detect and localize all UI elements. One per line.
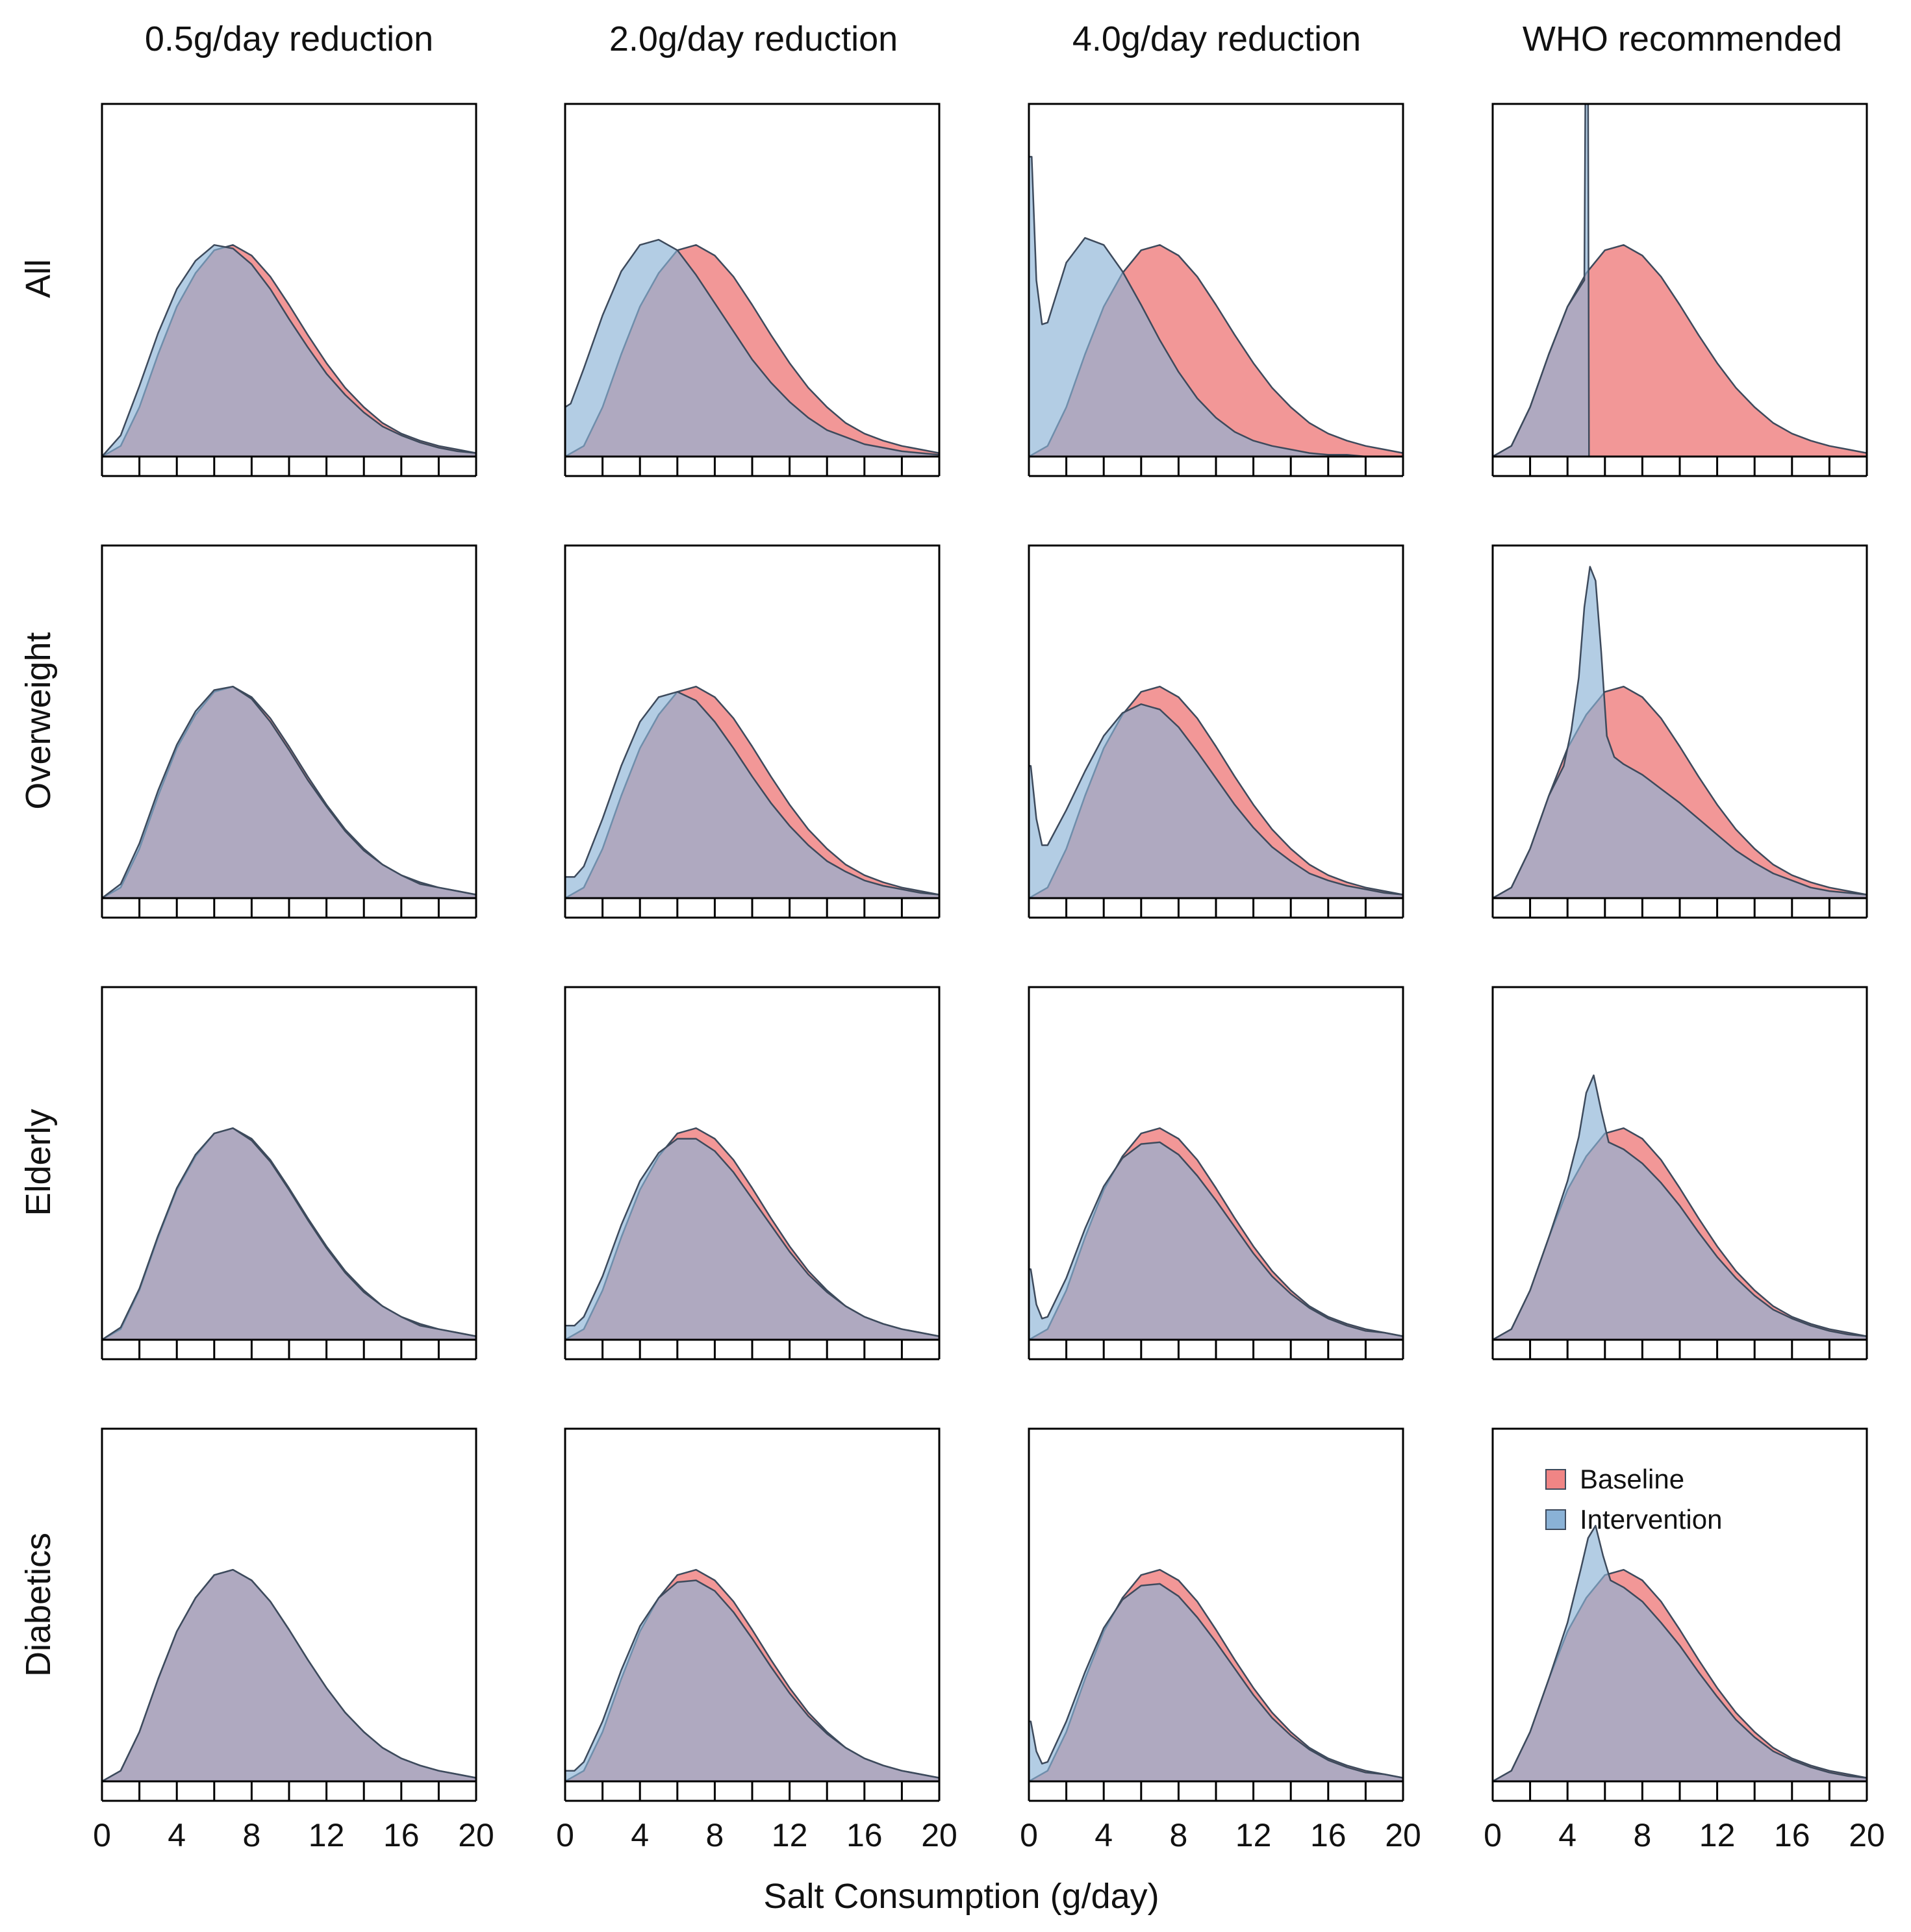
row-label-0: All bbox=[19, 259, 58, 298]
x-tick-label: 8 bbox=[705, 1817, 724, 1853]
panel-r1-c3 bbox=[1491, 544, 1868, 919]
intervention-density bbox=[102, 685, 476, 898]
panel-grid bbox=[101, 103, 1868, 1802]
panel-r3-c3 bbox=[1491, 1427, 1868, 1802]
panel-r2-c0 bbox=[101, 986, 477, 1361]
x-tick-label: 4 bbox=[1558, 1817, 1576, 1853]
x-tick-label: 20 bbox=[1849, 1817, 1885, 1853]
row-label-1: Overweight bbox=[19, 632, 58, 809]
x-tick-label: 8 bbox=[1633, 1817, 1651, 1853]
x-tick-label: 12 bbox=[309, 1817, 345, 1853]
column-title-2: 4.0g/day reduction bbox=[1072, 19, 1361, 58]
intervention-density bbox=[1493, 566, 1867, 898]
intervention-density bbox=[1493, 104, 1867, 457]
panel-r0-c1 bbox=[564, 103, 941, 477]
intervention-density bbox=[102, 1127, 476, 1340]
panel-r0-c0 bbox=[101, 103, 477, 477]
x-tick-label: 16 bbox=[846, 1817, 883, 1853]
column-title-1: 2.0g/day reduction bbox=[609, 19, 898, 58]
x-axis-label: Salt Consumption (g/day) bbox=[763, 1877, 1159, 1916]
x-tick-label: 0 bbox=[1484, 1817, 1502, 1853]
intervention-density bbox=[102, 1568, 476, 1781]
intervention-density bbox=[565, 238, 939, 457]
intervention-density bbox=[1029, 1583, 1403, 1781]
x-tick-labels: 0 4 8 12 16 20 0 4 8 12 16 20 0 4 8 12 16 20 0 4 8 12 16 20 bbox=[93, 1817, 1885, 1853]
x-tick-label: 20 bbox=[1385, 1817, 1421, 1853]
intervention-density bbox=[1493, 1074, 1867, 1340]
x-tick-label: 4 bbox=[1095, 1817, 1113, 1853]
panel-r2-c2 bbox=[1028, 986, 1404, 1361]
intervention-density bbox=[1029, 1141, 1403, 1340]
x-tick-label: 12 bbox=[772, 1817, 808, 1853]
x-tick-label: 16 bbox=[383, 1817, 420, 1853]
legend: Baseline Intervention bbox=[1545, 1464, 1722, 1535]
row-label-2: Elderly bbox=[19, 1109, 58, 1216]
x-tick-label: 4 bbox=[168, 1817, 186, 1853]
x-tick-label: 0 bbox=[1020, 1817, 1038, 1853]
panel-r1-c0 bbox=[101, 544, 477, 919]
x-tick-label: 16 bbox=[1774, 1817, 1810, 1853]
panel-r3-c0 bbox=[101, 1427, 477, 1802]
x-tick-label: 8 bbox=[242, 1817, 260, 1853]
legend-swatch-intervention bbox=[1545, 1509, 1566, 1530]
panel-r0-c3 bbox=[1491, 103, 1868, 477]
legend-label-baseline: Baseline bbox=[1580, 1464, 1684, 1494]
panel-r1-c2 bbox=[1028, 544, 1404, 919]
row-label-3: Diabetics bbox=[19, 1533, 58, 1677]
legend-label-intervention: Intervention bbox=[1580, 1504, 1722, 1535]
intervention-density bbox=[1493, 1525, 1867, 1781]
x-tick-label: 0 bbox=[556, 1817, 574, 1853]
x-tick-label: 20 bbox=[921, 1817, 957, 1853]
intervention-density bbox=[565, 691, 939, 898]
panel-r2-c1 bbox=[564, 986, 941, 1361]
column-title-0: 0.5g/day reduction bbox=[145, 19, 433, 58]
x-tick-label: 0 bbox=[93, 1817, 111, 1853]
legend-swatch-baseline bbox=[1545, 1469, 1566, 1490]
intervention-density bbox=[102, 244, 476, 457]
x-tick-label: 4 bbox=[631, 1817, 649, 1853]
column-titles: 0.5g/day reduction 2.0g/day reduction 4.… bbox=[145, 19, 1842, 58]
panel-r1-c1 bbox=[564, 544, 941, 919]
panel-r3-c1 bbox=[564, 1427, 941, 1802]
panel-r0-c2 bbox=[1028, 103, 1404, 477]
column-title-3: WHO recommended bbox=[1523, 19, 1842, 58]
panel-r3-c2 bbox=[1028, 1427, 1404, 1802]
intervention-density bbox=[1029, 156, 1403, 457]
intervention-density bbox=[565, 1579, 939, 1781]
x-tick-label: 16 bbox=[1310, 1817, 1347, 1853]
panel-r2-c3 bbox=[1491, 986, 1868, 1361]
intervention-density bbox=[1029, 703, 1403, 898]
x-tick-label: 12 bbox=[1235, 1817, 1272, 1853]
intervention-density bbox=[565, 1138, 939, 1340]
x-tick-label: 20 bbox=[458, 1817, 494, 1853]
x-tick-label: 12 bbox=[1699, 1817, 1736, 1853]
row-labels: All Overweight Elderly Diabetics bbox=[19, 259, 58, 1677]
x-tick-label: 8 bbox=[1169, 1817, 1187, 1853]
